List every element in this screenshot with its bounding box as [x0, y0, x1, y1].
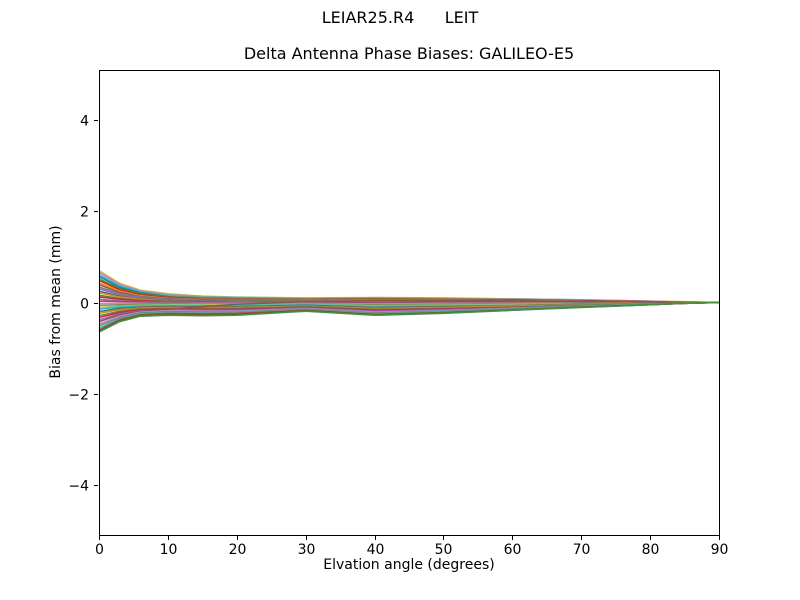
- y-tick-label: 2: [80, 205, 89, 221]
- axes-frame: [99, 70, 720, 536]
- x-tick-label: 10: [160, 542, 178, 558]
- y-tick-label: 4: [80, 114, 89, 130]
- x-tick-label: 20: [229, 542, 247, 558]
- x-tick-label: 40: [367, 542, 385, 558]
- x-tick-label: 0: [95, 542, 104, 558]
- figure-suptitle: LEIAR25.R4 LEIT: [321, 8, 479, 27]
- x-tick-label: 60: [504, 542, 522, 558]
- chart-title: Delta Antenna Phase Biases: GALILEO-E5: [243, 44, 575, 63]
- x-tick-label: 30: [298, 542, 316, 558]
- x-tick-label: 70: [573, 542, 591, 558]
- y-tick-label: −2: [68, 388, 89, 404]
- x-tick-label: 80: [642, 542, 660, 558]
- y-axis-label: Bias from mean (mm): [48, 225, 64, 379]
- series-line: [98, 301, 720, 333]
- x-tick-label: 90: [711, 542, 729, 558]
- x-axis-label: Elvation angle (degrees): [323, 557, 495, 573]
- series-line: [98, 299, 719, 323]
- y-tick-label: −4: [68, 479, 89, 495]
- y-tick-label: 0: [80, 297, 89, 313]
- x-tick-label: 50: [435, 542, 453, 558]
